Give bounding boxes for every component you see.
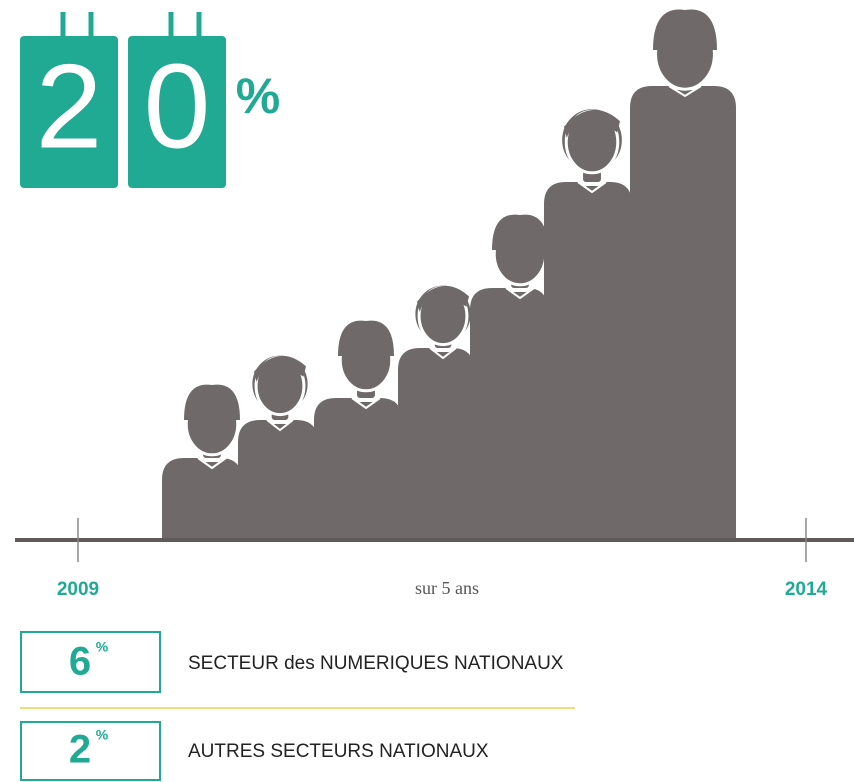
end-year: 2014 bbox=[785, 579, 828, 600]
headline-symbol: % bbox=[236, 68, 280, 124]
person-body bbox=[314, 398, 402, 540]
person-body bbox=[630, 86, 736, 540]
headline: 2 0 % bbox=[20, 12, 280, 188]
person-body bbox=[470, 288, 548, 540]
person-body bbox=[238, 420, 318, 540]
person-body bbox=[398, 348, 474, 540]
headline-digit: 2 bbox=[36, 40, 103, 174]
stat-value: 6 bbox=[69, 640, 91, 684]
infographic: 2 0 % 2009 sur 5 ans 2014 6 % SECTEUR de… bbox=[0, 0, 854, 782]
headline-digit: 0 bbox=[144, 40, 211, 174]
start-year: 2009 bbox=[57, 579, 99, 600]
stat-label: SECTEUR des NUMERIQUES NATIONAUX bbox=[188, 653, 564, 674]
person-hair bbox=[492, 215, 548, 250]
duration: sur 5 ans bbox=[415, 578, 479, 598]
stat-symbol: % bbox=[96, 727, 109, 743]
stat-value: 2 bbox=[69, 728, 91, 772]
person-hair bbox=[338, 321, 394, 356]
stat-symbol: % bbox=[96, 639, 109, 655]
person-body bbox=[162, 458, 242, 540]
person-body bbox=[544, 182, 632, 540]
stat-label: AUTRES SECTEURS NATIONAUX bbox=[188, 741, 489, 762]
person-hair bbox=[653, 10, 717, 50]
person-hair bbox=[184, 385, 240, 420]
